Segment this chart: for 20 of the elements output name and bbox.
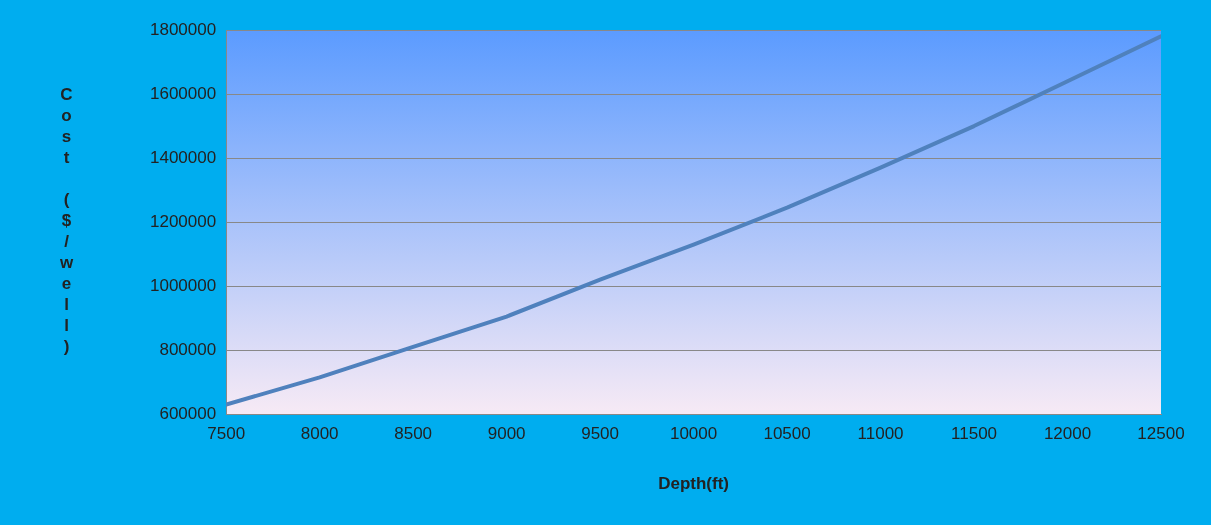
y-tick-label: 600000 — [159, 403, 217, 423]
y-axis-title: Cost ($/well) — [56, 85, 77, 360]
x-tick-label: 7500 — [207, 424, 246, 444]
x-tick-label: 8000 — [300, 424, 339, 444]
x-tick-label: 10000 — [669, 424, 718, 444]
x-tick-label: 11000 — [857, 424, 904, 444]
y-tick-label: 1400000 — [149, 147, 217, 167]
x-tick-label: 12000 — [1043, 424, 1092, 444]
y-tick-label: 1000000 — [149, 275, 217, 295]
x-tick-label: 12500 — [1137, 424, 1185, 444]
x-axis-title: Depth(ft) — [658, 474, 729, 494]
x-tick-label: 8500 — [394, 424, 433, 444]
x-tick-label: 9000 — [487, 424, 526, 444]
y-tick-label: 800000 — [159, 339, 217, 359]
x-tick-label: 10500 — [763, 424, 811, 444]
x-tick-label: 11500 — [951, 424, 998, 444]
x-tick-label: 9500 — [581, 424, 620, 444]
y-tick-label: 1800000 — [149, 19, 217, 39]
y-tick-label: 1200000 — [149, 211, 217, 231]
y-tick-label: 1600000 — [149, 83, 217, 103]
